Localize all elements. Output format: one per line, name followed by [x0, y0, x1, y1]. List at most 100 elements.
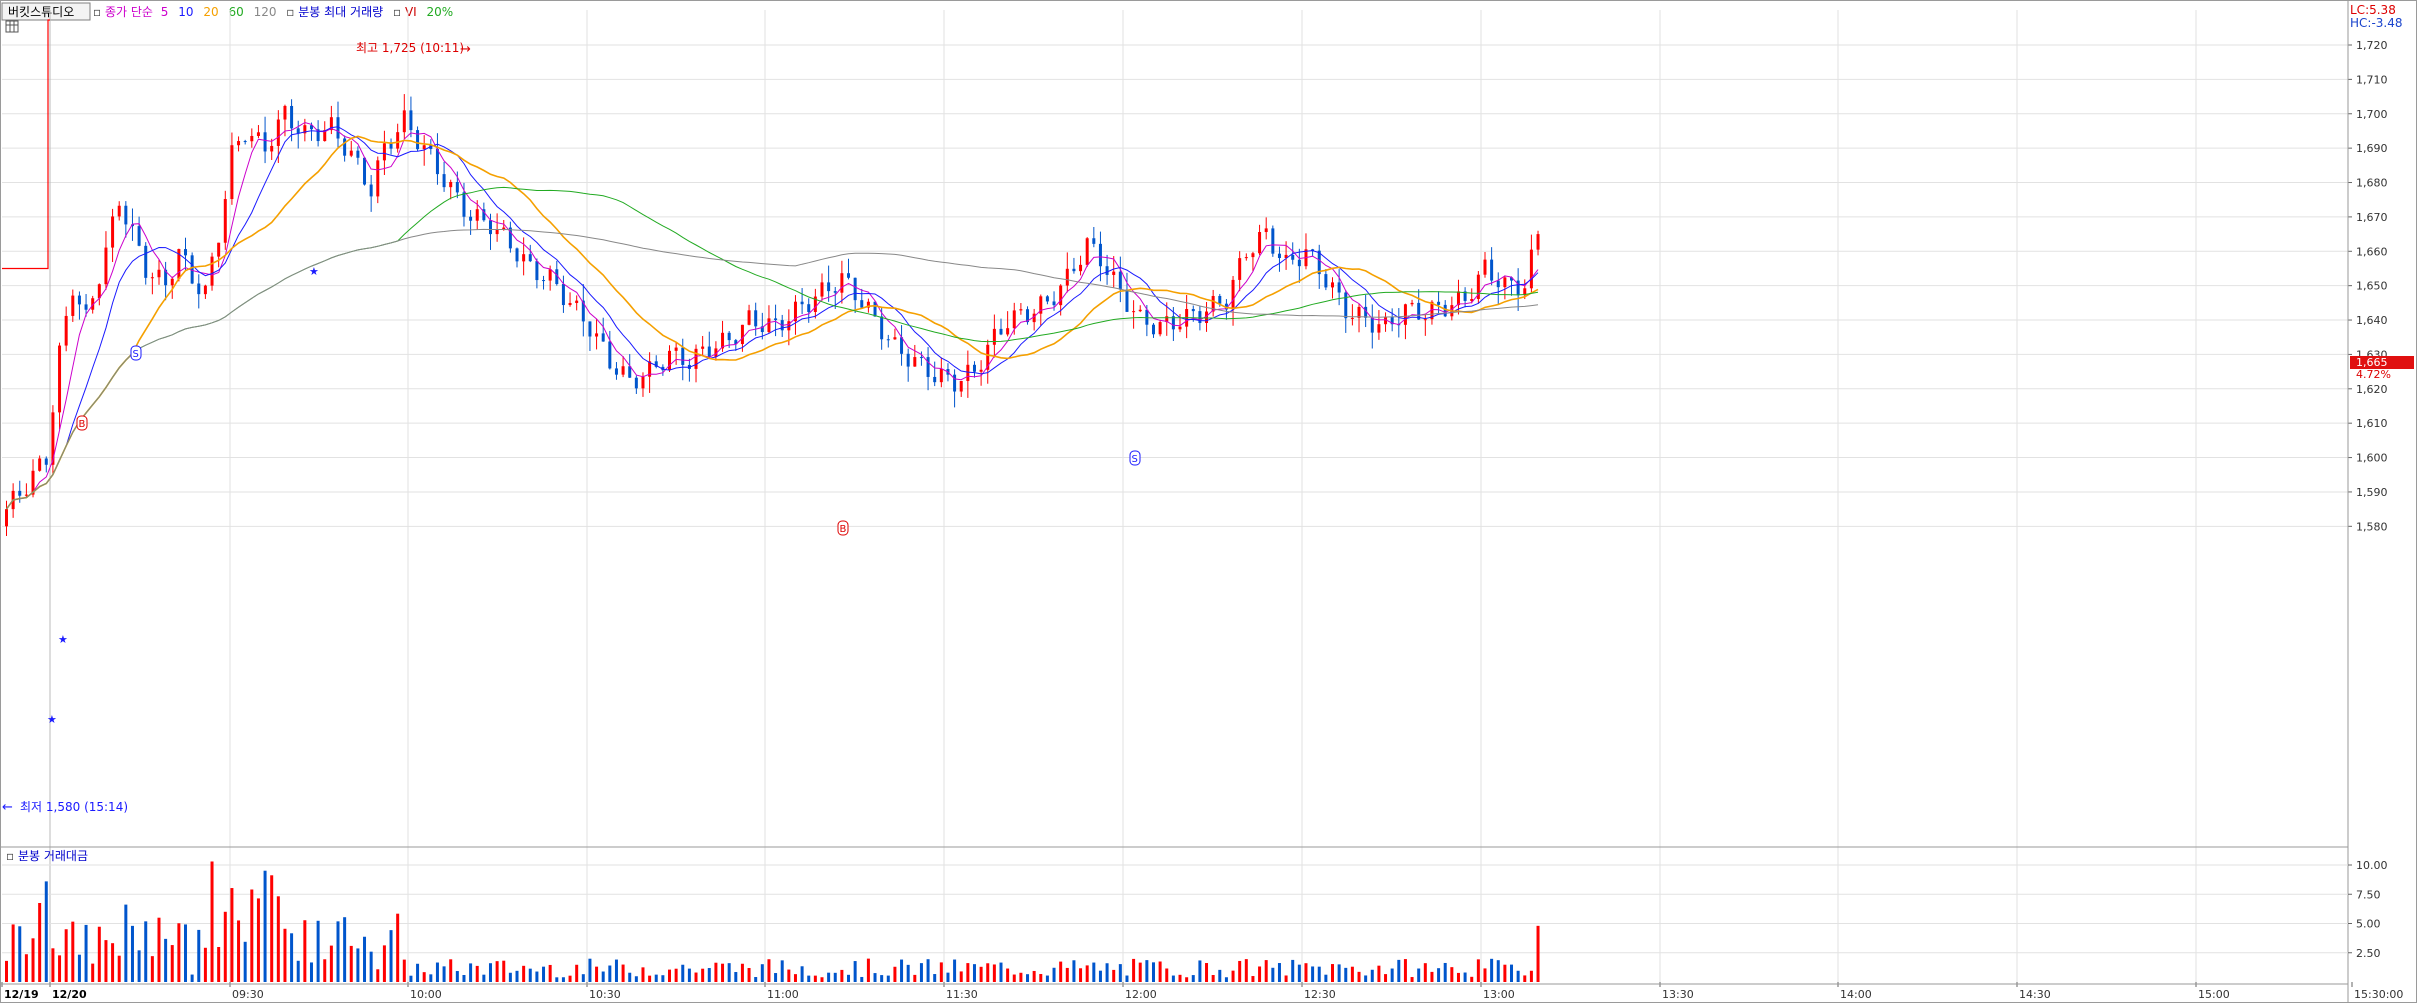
candle-body [137, 226, 141, 246]
volume-bar [1403, 959, 1407, 982]
volume-bar [1132, 958, 1136, 982]
volume-bar [31, 938, 35, 982]
candle-body [1483, 259, 1487, 275]
candle-body [97, 284, 101, 299]
volume-axis: 2.50 5.00 7.50 10.00 [2, 859, 2388, 960]
volume-bar [860, 976, 864, 982]
candle-body [793, 301, 797, 322]
volume-bar [840, 969, 844, 982]
candle-body [966, 364, 970, 381]
candle-body [243, 141, 247, 143]
volume-bar [349, 945, 353, 982]
volume-bar [754, 977, 758, 982]
volume-bar [1045, 975, 1049, 982]
volume-bar [820, 977, 824, 982]
candle-body [866, 301, 870, 308]
volume-bar [893, 966, 897, 982]
volume-bar [1092, 962, 1096, 982]
candle-body [1072, 268, 1076, 272]
price-tick-label: 1,660 [2356, 245, 2388, 258]
volume-bars [5, 861, 1540, 982]
volume-bar [522, 965, 526, 982]
volume-bar [1012, 974, 1016, 982]
time-tick-label: 12/19 [4, 988, 39, 1001]
candle-body [787, 321, 791, 331]
volume-bar [535, 971, 539, 982]
signal-s-marker[interactable]: S [1129, 450, 1141, 466]
candle-body [760, 326, 764, 333]
volume-bar [309, 962, 313, 982]
candle-body [661, 366, 665, 371]
volume-bar [1337, 964, 1341, 982]
volume-bar [117, 955, 121, 982]
table-icon[interactable] [5, 20, 19, 33]
candle-body [694, 348, 698, 369]
candle-body [986, 344, 990, 370]
volume-bar [760, 964, 764, 982]
candle-body [853, 277, 857, 301]
candle-body [44, 458, 48, 465]
stock-name: 버킷스튜디오 [8, 5, 74, 19]
signal-s-marker[interactable]: S [130, 345, 142, 361]
candle-body [71, 295, 75, 316]
candle-body [714, 348, 718, 357]
candle-body [111, 216, 115, 248]
lc-value: LC:5.38 [2350, 3, 2396, 17]
candle-body [1437, 301, 1441, 305]
ma-line-10 [6, 126, 1539, 510]
volume-bar [1158, 961, 1162, 982]
candle-body [369, 184, 373, 197]
ma-legend-marker: ▫ [93, 5, 105, 19]
candle-body [595, 333, 599, 337]
volume-panel-title-text: 분봉 거래대금 [18, 849, 88, 863]
candle-body [1211, 295, 1215, 312]
candle-body [396, 132, 400, 149]
candle-body [1510, 277, 1514, 281]
volume-bar [807, 975, 811, 982]
volume-bar [793, 974, 797, 982]
low-arrow: ← [2, 800, 13, 815]
candle-body [1291, 254, 1295, 260]
vol-max-marker: ▫ [286, 5, 298, 19]
volume-bar [1277, 963, 1281, 982]
candle-body [820, 282, 824, 297]
price-tick-label: 1,710 [2356, 73, 2388, 86]
volume-bar [1410, 977, 1414, 982]
vol-tick-label: 5.00 [2356, 918, 2381, 931]
candle-body [1138, 309, 1142, 312]
candle-body [601, 333, 605, 342]
candle-body [608, 341, 612, 369]
volume-bar [873, 973, 877, 982]
volume-bar [429, 974, 433, 982]
candle-body [827, 282, 831, 292]
time-tick-label: 12:30 [1304, 988, 1336, 1001]
ma-20-label: 20 [203, 5, 218, 19]
volume-bar [442, 966, 446, 982]
volume-bar [469, 963, 473, 982]
candle-body [1297, 259, 1301, 267]
volume-bar [847, 974, 851, 982]
candle-body [382, 143, 386, 161]
signal-b-marker[interactable]: B [837, 520, 849, 536]
time-tick-label: 14:00 [1840, 988, 1872, 1001]
volume-bar [343, 917, 347, 982]
volume-bar [1191, 975, 1195, 982]
candle-body [1085, 238, 1089, 265]
time-tick-label: 14:30 [2019, 988, 2051, 1001]
signal-b-marker[interactable]: B [76, 415, 88, 431]
time-tick-label: 13:00 [1483, 988, 1515, 1001]
time-tick-label: 09:30 [232, 988, 264, 1001]
candle-body [462, 192, 466, 217]
volume-bar [1331, 964, 1334, 982]
stock-name-box[interactable] [1, 2, 91, 21]
volume-bar [900, 959, 904, 982]
volume-bar [177, 923, 181, 982]
volume-bar [1125, 975, 1129, 982]
candle-body [157, 269, 161, 278]
volume-bar [316, 920, 320, 982]
candle-body [1145, 309, 1149, 325]
candle-body [508, 227, 512, 249]
candle-body [1171, 316, 1175, 330]
volume-bar [1536, 925, 1540, 982]
volume-bar [714, 962, 718, 982]
